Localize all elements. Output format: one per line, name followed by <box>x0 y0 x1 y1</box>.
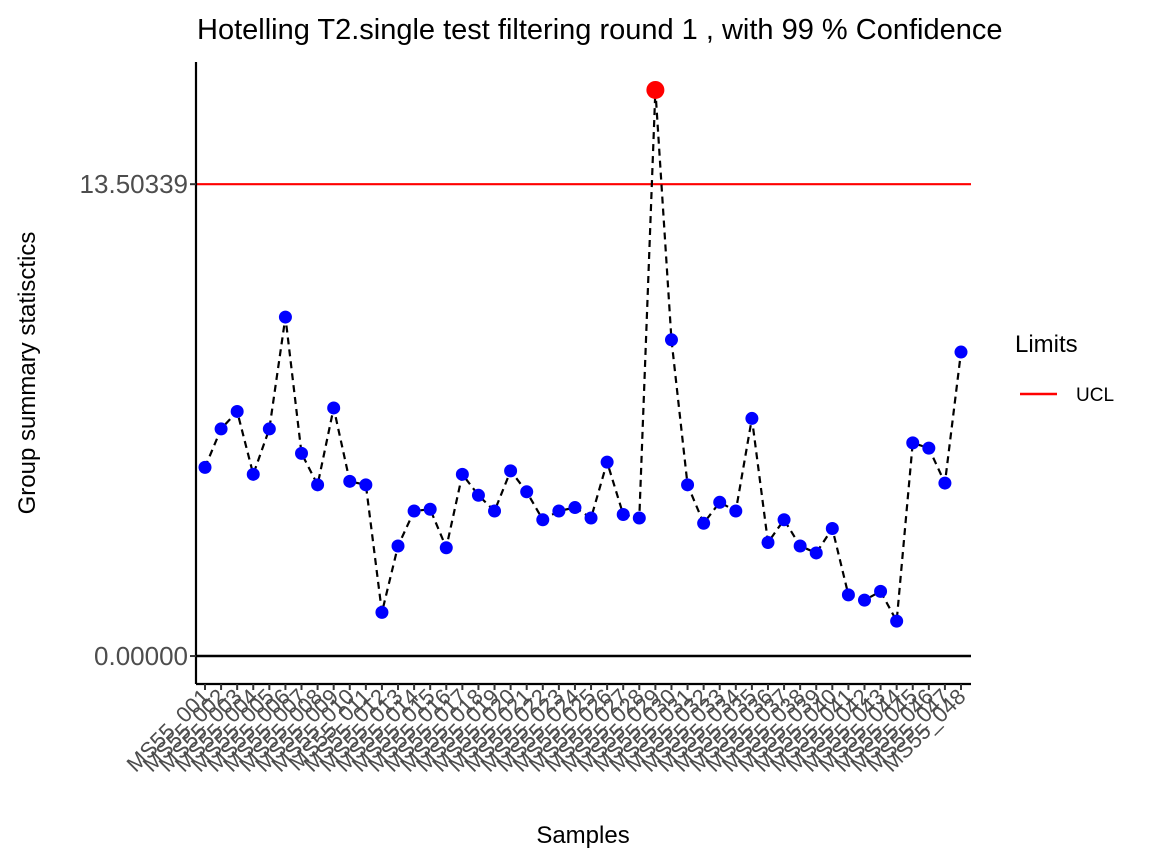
data-point <box>230 404 244 418</box>
data-point <box>504 464 518 478</box>
data-point <box>874 584 888 598</box>
data-point <box>841 588 855 602</box>
data-point <box>890 614 904 628</box>
data-point <box>906 436 920 450</box>
data-point <box>777 513 791 527</box>
data-point <box>568 501 582 515</box>
data-point <box>278 310 292 324</box>
data-point <box>713 495 727 509</box>
data-point <box>488 504 502 518</box>
data-point <box>455 467 469 481</box>
data-point <box>295 446 309 460</box>
data-point <box>520 485 534 499</box>
legend: Limits UCL <box>1015 331 1114 406</box>
data-point <box>745 411 759 425</box>
data-point <box>616 508 630 522</box>
data-point <box>697 516 711 530</box>
data-point <box>536 513 550 527</box>
x-axis-label: Samples <box>536 822 629 849</box>
data-point <box>391 539 405 553</box>
y-tick-label: 0.00000 <box>94 641 188 671</box>
y-tick-label: 13.50339 <box>80 169 188 199</box>
data-point <box>793 539 807 553</box>
data-point <box>809 546 823 560</box>
data-point <box>729 504 743 518</box>
data-point <box>471 488 485 502</box>
data-point <box>761 535 775 549</box>
data-point <box>681 478 695 492</box>
data-point <box>922 441 936 455</box>
data-point <box>825 522 839 535</box>
legend-title: Limits <box>1015 331 1078 358</box>
data-point <box>407 504 421 518</box>
data-point <box>664 333 678 347</box>
data-point <box>359 478 373 492</box>
data-point <box>938 476 952 490</box>
data-point <box>857 593 871 607</box>
y-axis-label: Group summary statisctics <box>14 232 41 515</box>
data-point <box>552 504 566 518</box>
data-point <box>198 460 212 474</box>
data-point <box>262 422 276 436</box>
chart-title: Hotelling T2.single test filtering round… <box>197 14 1002 46</box>
data-point <box>439 541 453 555</box>
data-point <box>954 345 968 359</box>
data-point <box>632 511 646 525</box>
data-point <box>327 401 341 415</box>
data-point <box>246 467 260 481</box>
data-point <box>214 422 228 436</box>
data-point <box>423 502 437 516</box>
data-point <box>375 605 389 619</box>
data-point <box>600 455 614 469</box>
data-point <box>343 474 357 488</box>
data-point <box>584 511 598 525</box>
legend-ucl-label: UCL <box>1076 385 1114 406</box>
plot-area: 0.0000013.50339MS55_001MS55_002MS55_003M… <box>80 62 971 777</box>
outlier-point <box>646 80 665 99</box>
data-point <box>311 478 325 492</box>
series-line <box>203 89 963 625</box>
